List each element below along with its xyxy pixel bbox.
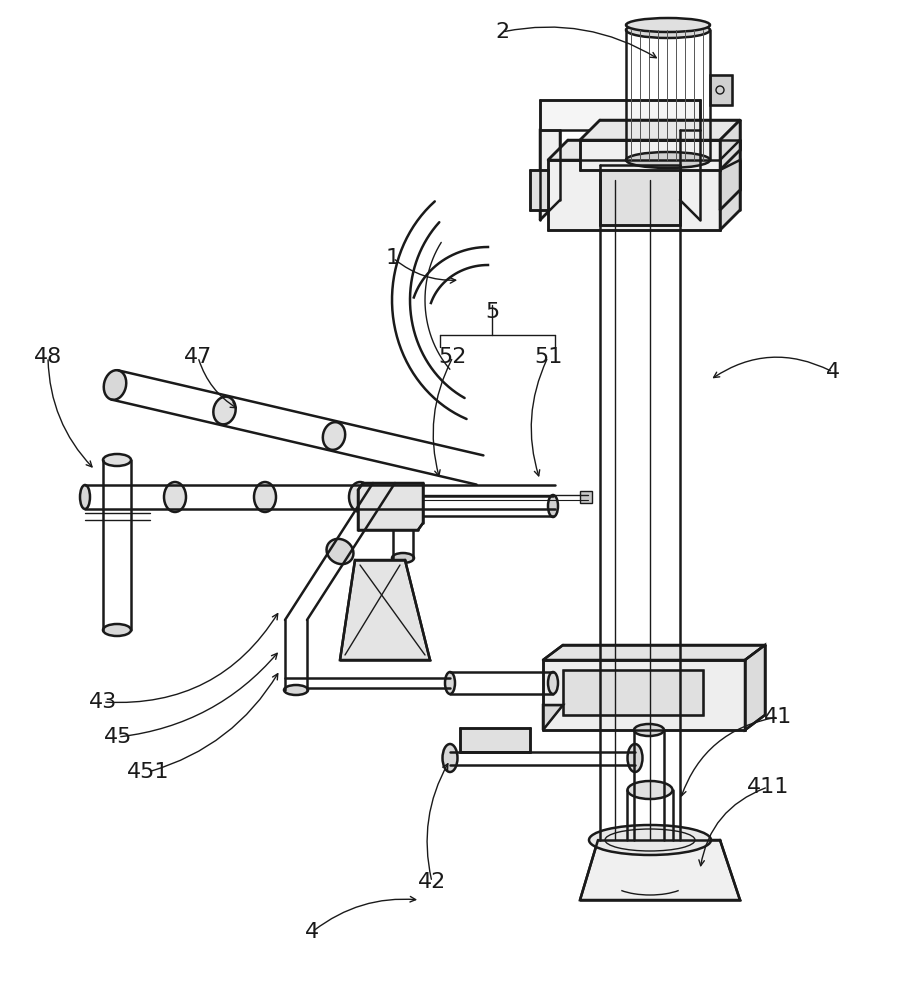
Polygon shape [580, 140, 720, 170]
Ellipse shape [284, 685, 308, 695]
Polygon shape [720, 140, 740, 230]
Text: 43: 43 [89, 692, 117, 712]
Ellipse shape [323, 422, 346, 450]
Text: 4: 4 [826, 362, 840, 382]
Text: 5: 5 [485, 302, 500, 322]
Text: 41: 41 [764, 707, 792, 727]
Ellipse shape [164, 482, 186, 512]
Polygon shape [540, 100, 700, 130]
Ellipse shape [634, 724, 664, 736]
Text: 2: 2 [495, 22, 509, 42]
Bar [580, 491, 592, 503]
Polygon shape [543, 705, 563, 730]
Text: 42: 42 [418, 872, 446, 892]
Ellipse shape [104, 370, 126, 400]
Ellipse shape [254, 482, 276, 512]
Ellipse shape [213, 397, 236, 424]
Ellipse shape [626, 18, 710, 32]
Ellipse shape [630, 838, 668, 852]
Ellipse shape [548, 495, 558, 517]
Text: 45: 45 [104, 727, 132, 747]
Polygon shape [745, 645, 765, 730]
Ellipse shape [392, 553, 414, 563]
Ellipse shape [548, 672, 558, 694]
Polygon shape [548, 140, 740, 160]
Ellipse shape [626, 22, 710, 38]
Ellipse shape [327, 539, 354, 564]
Ellipse shape [589, 825, 711, 855]
Polygon shape [540, 130, 560, 220]
Text: 451: 451 [127, 762, 169, 782]
Polygon shape [680, 130, 700, 220]
Ellipse shape [627, 781, 672, 799]
Ellipse shape [627, 744, 643, 772]
Ellipse shape [626, 152, 710, 168]
Polygon shape [543, 660, 745, 730]
Ellipse shape [634, 834, 664, 846]
Polygon shape [720, 160, 740, 210]
Ellipse shape [80, 485, 90, 509]
Bar [600, 165, 680, 225]
Polygon shape [548, 160, 720, 230]
Polygon shape [580, 120, 740, 140]
Text: 4: 4 [305, 922, 320, 942]
Ellipse shape [103, 624, 131, 636]
Text: 51: 51 [534, 347, 562, 367]
Ellipse shape [443, 744, 457, 772]
Polygon shape [340, 560, 430, 660]
Polygon shape [580, 840, 740, 900]
Ellipse shape [349, 482, 371, 512]
Polygon shape [710, 75, 732, 105]
Text: 1: 1 [386, 248, 400, 268]
Ellipse shape [103, 454, 131, 466]
Polygon shape [720, 120, 740, 170]
Bar [563, 670, 703, 715]
Polygon shape [530, 170, 548, 210]
Text: 411: 411 [747, 777, 789, 797]
Polygon shape [460, 728, 530, 752]
Ellipse shape [622, 834, 677, 856]
Ellipse shape [445, 672, 455, 694]
Text: 52: 52 [439, 347, 467, 367]
Text: 47: 47 [184, 347, 212, 367]
Text: 48: 48 [34, 347, 62, 367]
Polygon shape [543, 645, 765, 660]
Polygon shape [358, 483, 423, 530]
